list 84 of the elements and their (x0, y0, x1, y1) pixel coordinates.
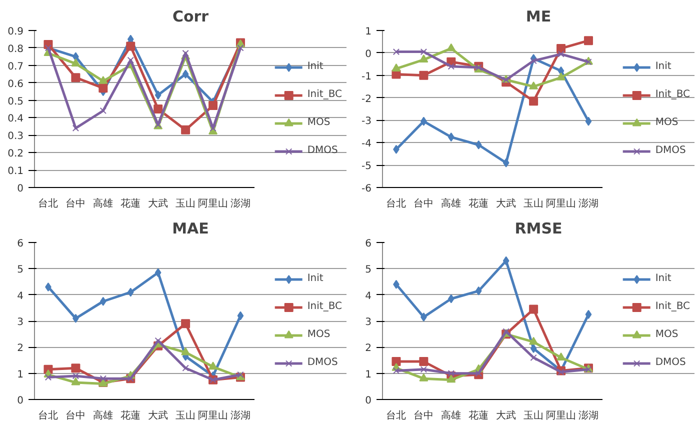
y-tick-label: 0.7 (8, 61, 24, 72)
x-tick-label: 台北 (38, 410, 58, 422)
x-tick-label: 花蓮 (468, 410, 489, 422)
x-tick-label: 大武 (148, 198, 168, 210)
y-tick-label: -4 (362, 138, 372, 150)
legend-label: MOS (655, 117, 678, 128)
y-tick-label: 6 (365, 238, 372, 250)
legend-label: DMOS (655, 357, 686, 368)
legend-label: Init (655, 273, 672, 284)
y-tick-label: -2 (362, 94, 372, 105)
y-tick-label: 2 (365, 343, 372, 354)
x-tick-label: 台北 (386, 410, 406, 422)
y-tick-label: 0 (365, 396, 372, 406)
x-tick-label: 花蓮 (120, 410, 141, 422)
x-tick-label: 澎湖 (578, 198, 598, 210)
x-tick-label: 玉山 (176, 198, 196, 210)
legend-label: MOS (307, 329, 330, 340)
legend-label: MOS (655, 329, 678, 340)
y-tick-label: -5 (362, 161, 372, 172)
x-tick-label: 阿里山 (546, 410, 576, 422)
x-tick-label: 澎湖 (230, 198, 250, 210)
legend-label: Init_BC (307, 301, 342, 312)
x-tick-label: 花蓮 (468, 198, 489, 210)
x-tick-label: 阿里山 (546, 198, 576, 210)
y-tick-label: 0.6 (8, 78, 24, 90)
x-tick-label: 澎湖 (230, 410, 250, 422)
y-tick-label: 0.5 (8, 96, 24, 108)
y-tick-label: 0.9 (8, 26, 24, 38)
y-tick-label: 1 (17, 369, 24, 380)
y-tick-label: 2 (17, 343, 24, 354)
legend-label: MOS (307, 117, 330, 128)
y-tick-label: 0 (17, 396, 24, 406)
x-tick-label: 玉山 (524, 410, 544, 422)
x-tick-label: 高雄 (441, 410, 462, 422)
y-tick-label: 0.3 (8, 131, 24, 142)
legend-label: DMOS (655, 145, 686, 156)
x-tick-label: 大武 (496, 198, 516, 210)
x-tick-label: 高雄 (93, 410, 114, 422)
x-tick-label: 玉山 (176, 410, 196, 422)
legend-label: Init_BC (655, 301, 690, 312)
y-tick-label: 3 (17, 317, 24, 328)
y-tick-label: 1 (365, 369, 372, 380)
x-tick-label: 玉山 (524, 198, 544, 210)
x-tick-label: 花蓮 (120, 198, 141, 210)
x-tick-label: 高雄 (441, 198, 462, 210)
legend-label: DMOS (307, 357, 338, 368)
x-tick-label: 大武 (496, 410, 516, 422)
x-tick-label: 高雄 (93, 198, 114, 210)
y-tick-label: -3 (362, 116, 372, 128)
y-tick-label: -1 (362, 71, 372, 82)
legend-label: Init_BC (307, 89, 342, 100)
x-tick-label: 台北 (38, 198, 58, 210)
y-tick-label: 4 (365, 290, 372, 302)
x-tick-label: 阿里山 (198, 198, 228, 210)
legend-label: DMOS (307, 145, 338, 156)
y-tick-label: 0 (17, 184, 24, 194)
x-tick-label: 阿里山 (198, 410, 228, 422)
y-tick-label: 0.1 (8, 166, 24, 178)
chart-title: MAE (172, 220, 209, 238)
legend-label: Init (307, 61, 324, 72)
x-tick-label: 台中 (66, 198, 86, 210)
y-tick-label: 4 (17, 290, 24, 302)
x-tick-label: 台北 (386, 198, 406, 210)
legend-label: Init (307, 273, 324, 284)
x-tick-label: 大武 (148, 410, 168, 422)
chart-title: ME (526, 8, 552, 26)
y-tick-label: 5 (365, 264, 372, 276)
y-tick-label: 5 (17, 264, 24, 276)
y-tick-label: 0.8 (8, 44, 24, 55)
legend-label: Init_BC (655, 89, 690, 100)
x-tick-label: 台中 (414, 410, 434, 422)
y-tick-label: 0.4 (8, 114, 24, 125)
y-tick-label: 0 (365, 48, 372, 60)
chart-title: Corr (172, 8, 210, 26)
legend-label: Init (655, 61, 672, 72)
y-tick-label: 6 (17, 238, 24, 250)
y-tick-label: -6 (362, 184, 372, 194)
chart-title: RMSE (514, 220, 562, 238)
x-tick-label: 台中 (66, 410, 86, 422)
x-tick-label: 台中 (414, 198, 434, 210)
y-tick-label: 0.2 (8, 148, 24, 160)
x-tick-label: 澎湖 (578, 410, 598, 422)
y-tick-label: 3 (365, 317, 372, 328)
y-tick-label: 1 (365, 26, 372, 38)
